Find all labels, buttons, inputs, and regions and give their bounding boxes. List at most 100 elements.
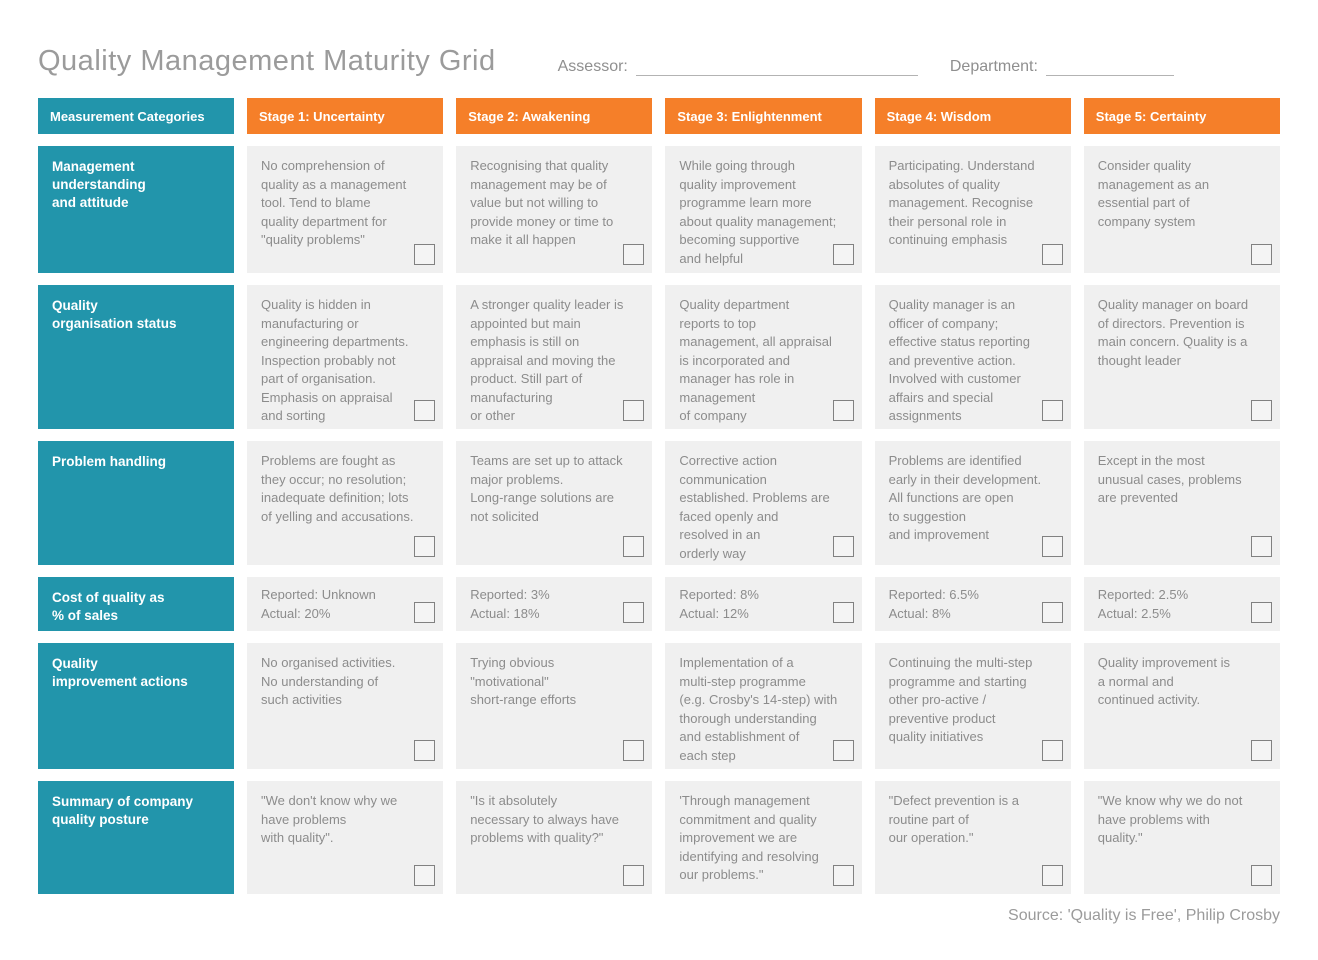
checkbox-r2-s3[interactable]: [832, 400, 854, 421]
row-header-problem-handling: Problem handling: [38, 441, 234, 565]
checkbox-r4-s3[interactable]: [832, 602, 854, 623]
department-input[interactable]: [1045, 58, 1174, 76]
cell-text: Continuing the multi-step programme and …: [888, 655, 1033, 744]
cell-text: Teams are set up to attack major problem…: [470, 453, 623, 524]
cell-text: Reported: Unknown Actual: 20%: [261, 587, 376, 621]
checkbox-r1-s5[interactable]: [1250, 244, 1272, 265]
cell-text: Consider quality management as an essent…: [1097, 158, 1210, 229]
checkbox-r3-s5[interactable]: [1250, 536, 1272, 557]
cell-text: Quality manager is an officer of company…: [888, 297, 1030, 423]
assessor-label: Assessor:: [557, 58, 628, 76]
header-fields: Assessor: Department:: [558, 58, 1174, 76]
grid-cell-r2-s5: Quality manager on board of directors. P…: [1083, 285, 1280, 429]
row-header-quality-organisation-status: Quality organisation status: [38, 285, 234, 429]
cell-text: Reported: 3% Actual: 18%: [470, 587, 550, 621]
grid-cell-r6-s3: 'Through management commitment and quali…: [665, 781, 862, 894]
grid-cell-r2-s3: Quality department reports to top manage…: [665, 285, 862, 429]
checkbox-r5-s4[interactable]: [1041, 740, 1063, 761]
grid-cell-r4-s4: Reported: 6.5% Actual: 8%: [874, 577, 1071, 631]
grid-cell-r3-s5: Except in the most unusual cases, proble…: [1083, 441, 1280, 565]
cell-text: Trying obvious "motivational" short-rang…: [470, 655, 577, 707]
grid-cell-r1-s2: Recognising that quality management may …: [456, 146, 653, 273]
checkbox-r6-s1[interactable]: [414, 865, 436, 886]
grid-cell-r6-s2: "Is it absolutely necessary to always ha…: [456, 781, 653, 894]
grid-cell-r4-s3: Reported: 8% Actual: 12%: [665, 577, 862, 631]
grid-cell-r4-s5: Reported: 2.5% Actual: 2.5%: [1083, 577, 1280, 631]
stage-header-4: Stage 4: Wisdom: [874, 98, 1071, 134]
checkbox-r6-s3[interactable]: [832, 865, 854, 886]
checkbox-r3-s1[interactable]: [414, 536, 436, 557]
checkbox-r6-s4[interactable]: [1041, 865, 1063, 886]
stage-header-2: Stage 2: Awakening: [456, 98, 653, 134]
checkbox-r4-s4[interactable]: [1041, 602, 1063, 623]
cell-text: Quality is hidden in manufacturing or en…: [261, 297, 409, 423]
checkbox-r5-s1[interactable]: [414, 740, 436, 761]
grid-cell-r1-s1: No comprehension of quality as a managem…: [247, 146, 444, 273]
grid-cell-r2-s2: A stronger quality leader is appointed b…: [456, 285, 653, 429]
cell-text: Except in the most unusual cases, proble…: [1097, 453, 1242, 505]
checkbox-r4-s5[interactable]: [1250, 602, 1272, 623]
checkbox-r4-s2[interactable]: [623, 602, 645, 623]
grid-cell-r2-s4: Quality manager is an officer of company…: [874, 285, 1071, 429]
checkbox-r2-s2[interactable]: [623, 400, 645, 421]
checkbox-r3-s2[interactable]: [623, 536, 645, 557]
checkbox-r2-s1[interactable]: [414, 400, 436, 421]
checkbox-r1-s2[interactable]: [623, 244, 645, 265]
checkbox-r6-s2[interactable]: [623, 865, 645, 886]
cell-text: No comprehension of quality as a managem…: [261, 158, 407, 247]
cell-text: Quality department reports to top manage…: [679, 297, 832, 423]
cell-text: A stronger quality leader is appointed b…: [470, 297, 624, 423]
grid-cell-r1-s4: Participating. Understand absolutes of q…: [874, 146, 1071, 273]
grid-cell-r3-s1: Problems are fought as they occur; no re…: [247, 441, 444, 565]
header-bar: Quality Management Maturity Grid Assesso…: [38, 28, 1280, 76]
checkbox-r1-s4[interactable]: [1041, 244, 1063, 265]
checkbox-r6-s5[interactable]: [1250, 865, 1272, 886]
cell-text: Corrective action communication establis…: [679, 453, 830, 561]
department-field: Department:: [950, 58, 1174, 76]
cell-text: Reported: 8% Actual: 12%: [679, 587, 759, 621]
grid-cell-r5-s3: Implementation of a multi-step programme…: [665, 643, 862, 769]
grid-cell-r5-s1: No organised activities. No understandin…: [247, 643, 444, 769]
cell-text: "Defect prevention is a routine part of …: [888, 793, 1019, 845]
cell-text: Participating. Understand absolutes of q…: [888, 158, 1035, 247]
checkbox-r2-s5[interactable]: [1250, 400, 1272, 421]
cell-text: No organised activities. No understandin…: [261, 655, 396, 707]
checkbox-r4-s1[interactable]: [414, 602, 436, 623]
corner-header: Measurement Categories: [38, 98, 234, 134]
checkbox-r3-s3[interactable]: [832, 536, 854, 557]
checkbox-r3-s4[interactable]: [1041, 536, 1063, 557]
source-note: Source: 'Quality is Free', Philip Crosby: [1008, 907, 1280, 924]
assessor-input[interactable]: [635, 58, 918, 76]
checkbox-r1-s1[interactable]: [414, 244, 436, 265]
checkbox-r1-s3[interactable]: [832, 244, 854, 265]
stage-header-1: Stage 1: Uncertainty: [247, 98, 444, 134]
cell-text: "We know why we do not have problems wit…: [1097, 793, 1243, 845]
cell-text: 'Through management commitment and quali…: [679, 793, 819, 882]
cell-text: "Is it absolutely necessary to always ha…: [470, 793, 620, 845]
checkbox-r5-s5[interactable]: [1250, 740, 1272, 761]
cell-text: Quality improvement is a normal and cont…: [1097, 655, 1231, 707]
grid-cell-r2-s1: Quality is hidden in manufacturing or en…: [247, 285, 444, 429]
grid-cell-r3-s3: Corrective action communication establis…: [665, 441, 862, 565]
cell-text: "We don't know why we have problems with…: [261, 793, 398, 845]
checkbox-r5-s3[interactable]: [832, 740, 854, 761]
checkbox-r5-s2[interactable]: [623, 740, 645, 761]
checkbox-r2-s4[interactable]: [1041, 400, 1063, 421]
stage-header-5: Stage 5: Certainty: [1083, 98, 1280, 134]
grid-cell-r6-s4: "Defect prevention is a routine part of …: [874, 781, 1071, 894]
grid-cell-r5-s5: Quality improvement is a normal and cont…: [1083, 643, 1280, 769]
cell-text: Implementation of a multi-step programme…: [679, 655, 838, 763]
grid-cell-r5-s4: Continuing the multi-step programme and …: [874, 643, 1071, 769]
page: Quality Management Maturity Grid Assesso…: [38, 28, 1280, 924]
grid-cell-r6-s5: "We know why we do not have problems wit…: [1083, 781, 1280, 894]
cell-text: Problems are fought as they occur; no re…: [261, 453, 414, 524]
grid-cell-r6-s1: "We don't know why we have problems with…: [247, 781, 444, 894]
maturity-grid: Measurement Categories Stage 1: Uncertai…: [38, 98, 1280, 894]
cell-text: Reported: 2.5% Actual: 2.5%: [1097, 587, 1189, 621]
cell-text: While going through quality improvement …: [679, 158, 837, 266]
cell-text: Recognising that quality management may …: [470, 158, 614, 247]
grid-cell-r3-s2: Teams are set up to attack major problem…: [456, 441, 653, 565]
grid-cell-r5-s2: Trying obvious "motivational" short-rang…: [456, 643, 653, 769]
row-header-quality-improvement-actions: Quality improvement actions: [38, 643, 234, 769]
cell-text: Reported: 6.5% Actual: 8%: [888, 587, 979, 621]
